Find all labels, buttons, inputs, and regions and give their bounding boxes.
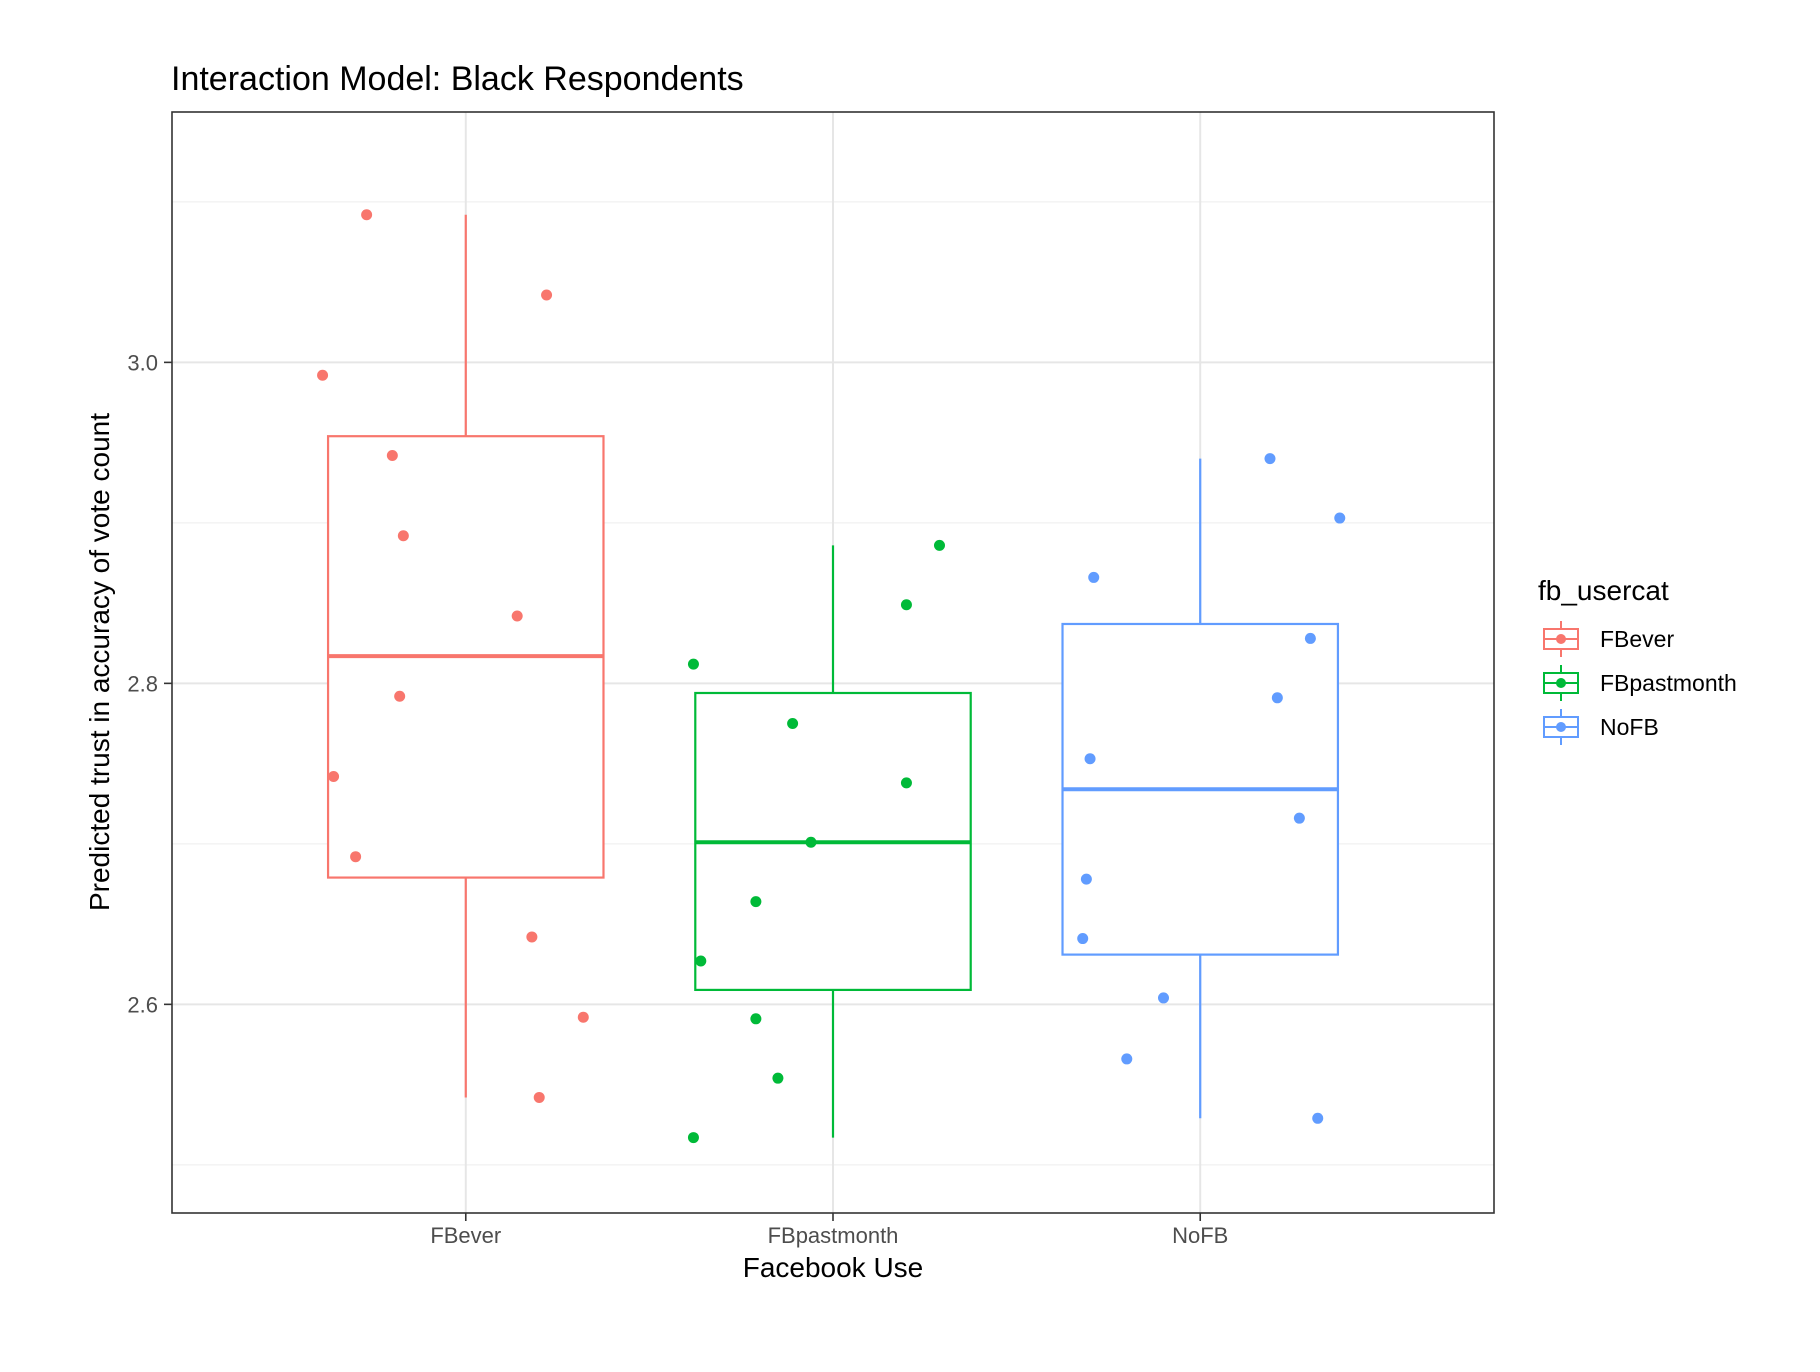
legend-label: FBever [1600, 626, 1674, 652]
data-point [533, 1091, 545, 1103]
data-point [1158, 992, 1169, 1004]
data-point [1312, 1112, 1324, 1124]
data-point [1264, 453, 1276, 465]
data-point [1293, 812, 1305, 824]
data-point [361, 209, 373, 221]
legend-key-FBever [1543, 621, 1579, 657]
x-axis-title: Facebook Use [743, 1252, 924, 1283]
y-tick-label: 2.6 [127, 992, 158, 1017]
data-point [328, 770, 340, 782]
data-point [1121, 1053, 1133, 1065]
data-point [750, 896, 762, 908]
data-point [900, 599, 912, 611]
legend-key-FBpastmonth [1543, 665, 1579, 701]
data-point [933, 539, 945, 551]
x-tick-label: FBever [430, 1223, 501, 1248]
y-axis: 2.6 2.8 3.0 [127, 350, 172, 1017]
data-point [1080, 873, 1092, 885]
y-tick-label: 2.8 [127, 671, 158, 696]
data-point [1304, 632, 1316, 644]
data-point [394, 690, 406, 702]
data-point [1271, 692, 1283, 704]
y-tick-label: 3.0 [127, 350, 158, 375]
legend-label: FBpastmonth [1600, 670, 1737, 696]
x-axis: FBever FBpastmonth NoFB [430, 1213, 1228, 1248]
x-tick-label: FBpastmonth [768, 1223, 899, 1248]
jitter-points [317, 209, 1346, 1144]
legend-key-point [1556, 678, 1566, 688]
x-tick-label: NoFB [1172, 1223, 1228, 1248]
data-point [526, 931, 538, 943]
data-point [900, 777, 912, 789]
data-point [397, 530, 409, 542]
boxplot-FBpastmonth [694, 545, 972, 1138]
boxplot-FBever [326, 214, 605, 1098]
legend-label: NoFB [1600, 714, 1659, 740]
chart-title: Interaction Model: Black Respondents [171, 60, 744, 98]
data-point [541, 289, 553, 301]
data-point [687, 1132, 699, 1144]
boxplots [326, 214, 1340, 1138]
data-point [350, 851, 362, 863]
data-point [511, 610, 523, 622]
data-point [386, 449, 398, 461]
data-point [772, 1072, 784, 1084]
legend-key-NoFB [1543, 709, 1579, 745]
data-point [1084, 753, 1096, 765]
data-point [317, 369, 329, 381]
legend-key-point [1556, 722, 1566, 732]
data-point [1088, 571, 1100, 583]
legend-key-point [1556, 634, 1566, 644]
data-point [805, 836, 817, 848]
boxplot-NoFB [1061, 458, 1340, 1119]
legend: fb_usercat FBever FBpastmonth NoFB [1538, 575, 1737, 745]
legend-title: fb_usercat [1538, 575, 1669, 606]
data-point [687, 658, 699, 670]
data-point [1334, 512, 1346, 524]
data-point [787, 717, 799, 729]
data-point [577, 1011, 589, 1023]
data-point [1077, 933, 1089, 945]
data-point [695, 955, 707, 967]
y-axis-title: Predicted trust in accuracy of vote coun… [84, 413, 115, 911]
data-point [750, 1013, 762, 1025]
